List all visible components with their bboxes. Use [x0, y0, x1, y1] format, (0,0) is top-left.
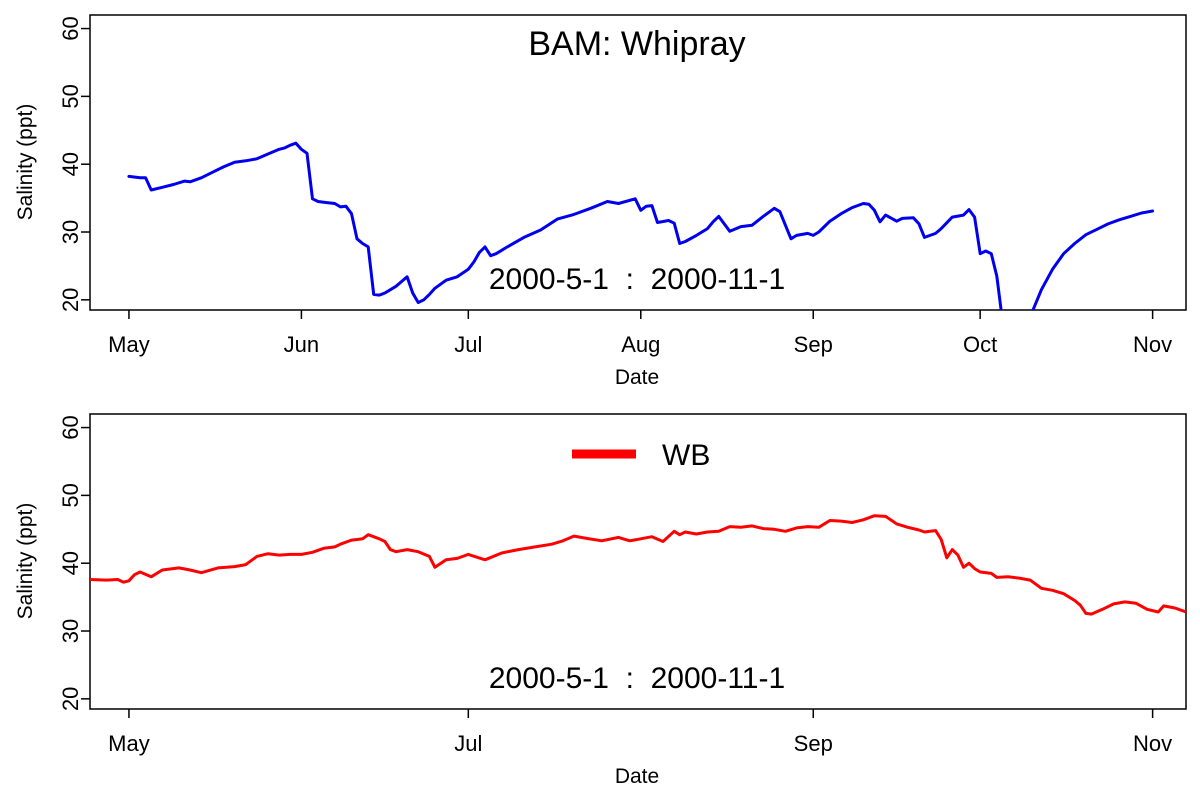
- top-y-tick-label-30: 30: [58, 220, 83, 244]
- top-y-tick-label-50: 50: [58, 84, 83, 108]
- bottom-y-tick-label-50: 50: [58, 483, 83, 507]
- top-chart-title: BAM: Whipray: [528, 25, 745, 63]
- top-chart-date-range: 2000-5-1 : 2000-11-1: [489, 263, 785, 296]
- bottom-y-axis-title: Salinity (ppt): [14, 503, 37, 620]
- top-x-tick-label-may: May: [108, 332, 150, 357]
- top-x-axis-title: Date: [615, 366, 659, 389]
- top-chart-panel: 20 30 40 50 60 May Jun Jul Aug Sep Oct Nov BAM: Whi…: [14, 14, 1187, 389]
- top-x-tick-label-nov: Nov: [1133, 332, 1172, 357]
- legend-label-wb: WB: [662, 439, 710, 472]
- top-y-tick-label-20: 20: [58, 288, 83, 312]
- bottom-x-axis-title: Date: [615, 765, 659, 788]
- top-x-tick-label-jul: Jul: [454, 332, 482, 357]
- top-y-axis-title: Salinity (ppt): [14, 104, 37, 221]
- top-x-tick-label-oct: Oct: [963, 332, 997, 357]
- top-x-tick-label-aug: Aug: [621, 332, 660, 357]
- top-x-tick-label-sep: Sep: [794, 332, 833, 357]
- bottom-y-tick-label-30: 30: [58, 619, 83, 643]
- top-plot-frame: [89, 14, 1187, 311]
- bottom-chart-panel: 20 30 40 50 60 May Jul Sep Nov WB 2000-5-1 : 200…: [14, 413, 1187, 788]
- top-x-tick-label-jun: Jun: [284, 332, 319, 357]
- bottom-plot-frame: [89, 413, 1187, 710]
- top-y-tick-label-40: 40: [58, 152, 83, 176]
- bottom-chart-date-range: 2000-5-1 : 2000-11-1: [489, 662, 785, 695]
- bottom-series-line-1: [90, 514, 1186, 616]
- bottom-y-tick-label-60: 60: [58, 415, 83, 439]
- top-y-tick-label-60: 60: [58, 16, 83, 40]
- bottom-x-tick-label-nov: Nov: [1133, 731, 1172, 756]
- bottom-x-tick-label-may: May: [108, 731, 150, 756]
- top-series-line-1: [127, 141, 1003, 310]
- bottom-x-tick-label-sep: Sep: [794, 731, 833, 756]
- bottom-y-tick-label-40: 40: [58, 551, 83, 575]
- top-series-line-2: [1031, 209, 1155, 310]
- bottom-y-tick-label-20: 20: [58, 687, 83, 711]
- bottom-chart-marks: 20 30 40 50 60 May Jul Sep Nov: [58, 415, 1186, 756]
- bottom-x-tick-label-jul: Jul: [454, 731, 482, 756]
- top-chart-marks: 20 30 40 50 60 May Jun Jul Aug Sep Oct Nov: [58, 16, 1172, 357]
